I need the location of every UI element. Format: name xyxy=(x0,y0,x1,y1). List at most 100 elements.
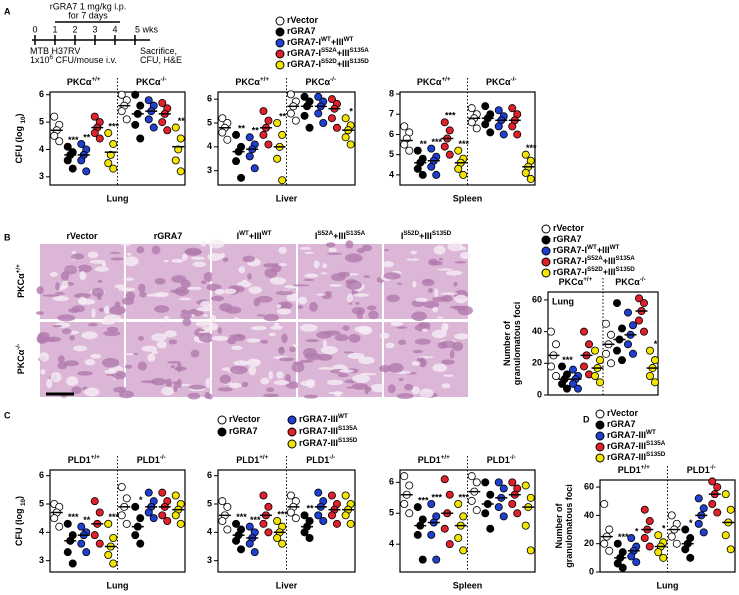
text-part: PKCα xyxy=(417,77,442,87)
data-point xyxy=(508,499,517,508)
tissue-texture xyxy=(90,353,102,359)
text-part: rGRA7-III xyxy=(607,441,646,451)
tissue-texture xyxy=(185,248,203,255)
data-point xyxy=(171,156,180,165)
legend-marker xyxy=(217,415,227,425)
tissue-texture xyxy=(198,330,207,334)
data-point xyxy=(264,528,273,537)
tissue-texture xyxy=(325,242,336,248)
data-point xyxy=(486,490,495,499)
tissue-texture xyxy=(299,246,312,250)
text-part: granulomatous foci xyxy=(564,484,574,568)
data-point xyxy=(440,142,449,151)
group-label: PKCα+/+ xyxy=(417,76,451,87)
text-part: CFU, H&E xyxy=(140,55,182,65)
tissue-texture xyxy=(366,386,372,392)
tissue-texture xyxy=(161,386,175,396)
significance: *** xyxy=(236,512,247,522)
tissue-texture xyxy=(263,313,280,322)
tissue-texture xyxy=(345,240,354,249)
tissue-texture xyxy=(97,279,103,283)
tissue-texture xyxy=(436,316,444,319)
text-part: rGRA7-I xyxy=(287,48,321,58)
tissue-texture xyxy=(167,360,181,364)
legend-label: rGRA7-IS52A+IIIS135A xyxy=(287,47,369,58)
data-point xyxy=(547,362,556,371)
data-point xyxy=(273,534,282,543)
data-point xyxy=(440,118,449,127)
superscript: -/- xyxy=(329,454,335,461)
tissue-texture xyxy=(181,253,188,261)
data-point xyxy=(494,503,503,512)
data-point xyxy=(50,112,59,121)
data-point xyxy=(563,384,572,393)
data-point xyxy=(400,499,409,508)
data-point xyxy=(400,472,409,481)
tissue-texture xyxy=(42,294,60,297)
data-point xyxy=(627,552,636,561)
tissue-texture xyxy=(170,289,186,294)
data-point xyxy=(149,123,158,132)
data-point xyxy=(300,92,309,101)
data-point xyxy=(526,174,535,183)
legend-label: rGRA7-IWT+IIIWT xyxy=(287,36,354,47)
tissue-texture xyxy=(342,325,350,331)
tissue-texture xyxy=(438,257,443,261)
tissue-texture xyxy=(281,301,289,309)
data-point xyxy=(486,524,495,533)
data-point xyxy=(585,340,594,349)
tissue-texture xyxy=(285,381,300,389)
histology-image xyxy=(208,322,300,398)
histology-row-label: PKCα+/+ xyxy=(15,264,26,298)
text-part: MTB H37RV xyxy=(30,46,80,56)
y-tick-label: 0 xyxy=(537,389,542,399)
tissue-texture xyxy=(454,294,468,304)
data-point xyxy=(635,316,644,325)
tissue-texture xyxy=(136,246,145,254)
tissue-texture xyxy=(419,388,434,398)
superscript: WT xyxy=(338,413,348,420)
y-tick-label: 6 xyxy=(389,477,394,487)
text-part: PKCα xyxy=(306,77,331,87)
data-point xyxy=(467,496,476,505)
histology-image xyxy=(380,242,474,322)
text-part: rGRA7 xyxy=(154,231,183,241)
superscript: S135A xyxy=(646,440,666,447)
y-tick-label: 20 xyxy=(532,358,542,368)
significance: ** xyxy=(178,116,186,126)
data-point xyxy=(286,109,295,118)
data-point xyxy=(237,545,246,554)
data-point xyxy=(319,119,328,128)
data-point xyxy=(629,321,638,330)
data-point xyxy=(618,563,627,572)
data-point xyxy=(499,130,508,139)
data-point xyxy=(526,546,535,555)
data-point xyxy=(259,519,268,528)
tissue-texture xyxy=(412,281,417,288)
tissue-texture xyxy=(328,391,344,395)
significance: *** xyxy=(250,515,261,525)
significance: *** xyxy=(108,512,119,522)
tissue-texture xyxy=(276,371,284,379)
data-point xyxy=(432,170,441,179)
tissue-texture xyxy=(266,387,275,393)
text-part: rGRA7-I xyxy=(553,256,587,266)
data-point xyxy=(171,511,180,520)
tissue-texture xyxy=(305,338,319,343)
tissue-texture xyxy=(270,325,283,330)
data-point xyxy=(624,340,633,349)
data-point xyxy=(273,517,282,526)
tissue-texture xyxy=(303,278,315,281)
tissue-texture xyxy=(114,284,129,289)
superscript: +/+ xyxy=(91,76,100,83)
tissue-texture xyxy=(304,273,319,278)
data-point xyxy=(109,559,118,568)
data-point xyxy=(602,319,611,328)
data-point xyxy=(50,514,59,523)
tissue-texture xyxy=(414,338,431,345)
data-point xyxy=(618,324,627,333)
superscript: WT xyxy=(262,230,272,237)
legend-marker xyxy=(287,415,297,425)
data-point xyxy=(264,140,273,149)
data-point xyxy=(327,511,336,520)
